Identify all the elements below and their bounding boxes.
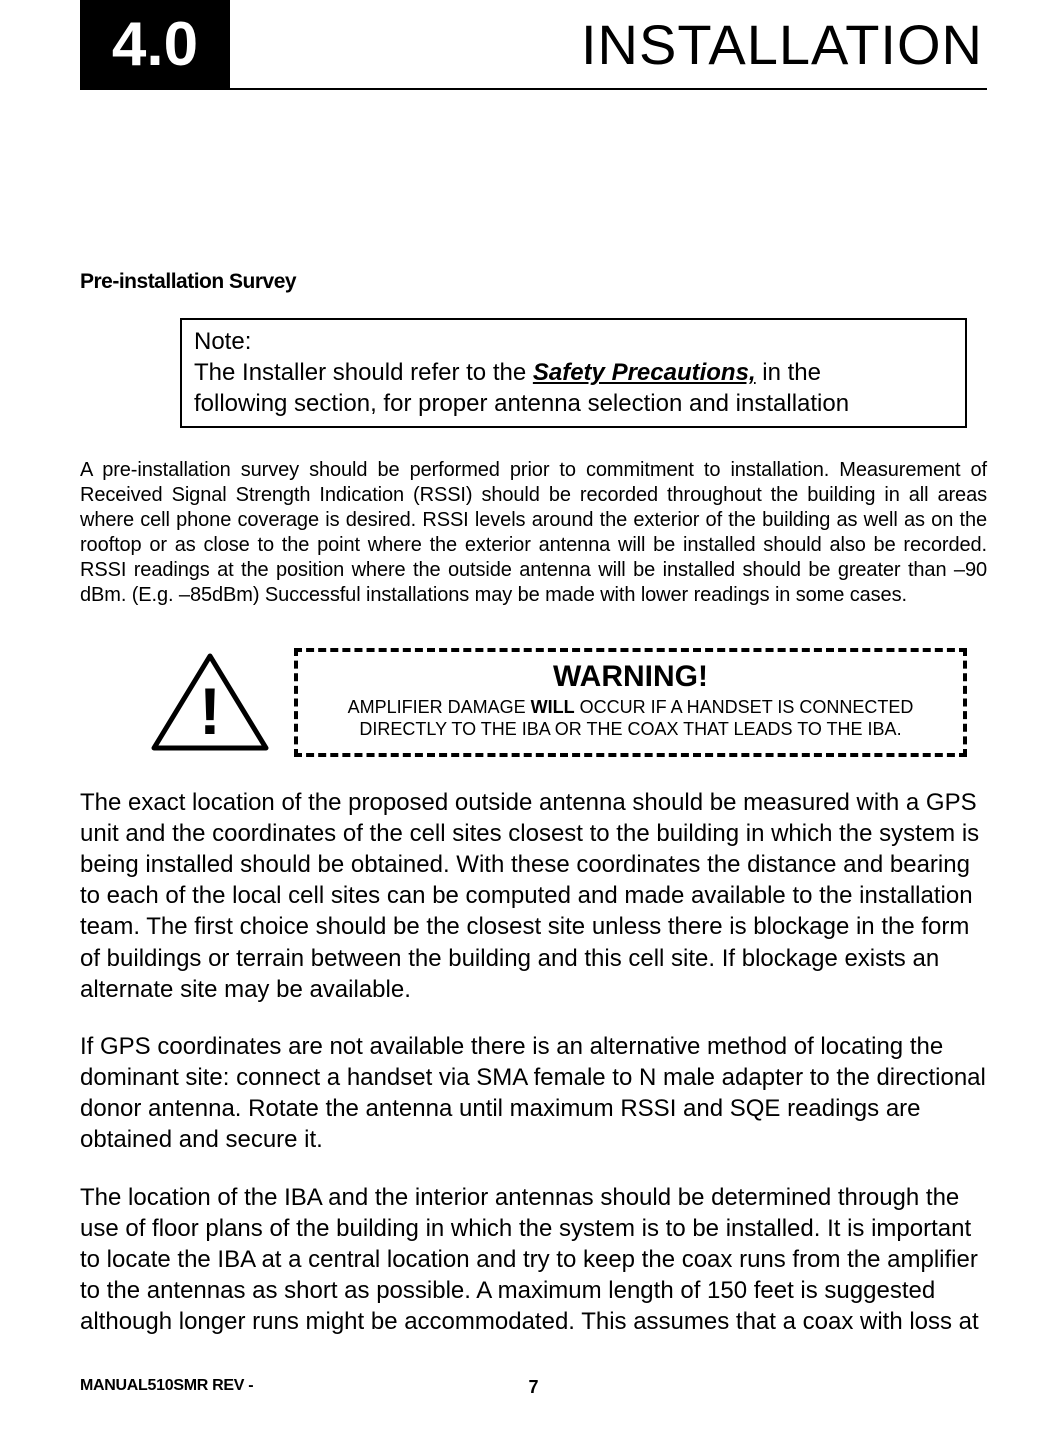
- warning-triangle-icon: !: [150, 652, 270, 752]
- body-paragraph-1: The exact location of the proposed outsi…: [80, 787, 987, 1005]
- chapter-header: 4.0 INSTALLATION: [80, 0, 987, 90]
- chapter-number-box: 4.0: [80, 0, 230, 89]
- note-box: Note: The Installer should refer to the …: [180, 318, 967, 428]
- warning-title: WARNING!: [314, 660, 947, 694]
- warning-body: AMPLIFIER DAMAGE WILL OCCUR IF A HANDSET…: [314, 696, 947, 741]
- chapter-number: 4.0: [112, 9, 198, 80]
- section-heading: Pre-installation Survey: [80, 270, 987, 294]
- note-text-before: The Installer should refer to the: [194, 359, 533, 386]
- page-footer: MANUAL510SMR REV - 7: [80, 1377, 987, 1395]
- chapter-title: INSTALLATION: [230, 12, 987, 77]
- svg-text:!: !: [199, 674, 221, 748]
- warning-body-before: AMPLIFIER DAMAGE: [348, 697, 531, 717]
- footer-page-number: 7: [80, 1377, 987, 1398]
- warning-box: WARNING! AMPLIFIER DAMAGE WILL OCCUR IF …: [294, 648, 967, 757]
- note-label: Note:: [194, 326, 953, 357]
- warning-body-bold: WILL: [531, 697, 575, 717]
- pre-install-paragraph: A pre-installation survey should be perf…: [80, 458, 987, 608]
- body-paragraph-3: The location of the IBA and the interior…: [80, 1182, 987, 1338]
- body-paragraph-2: If GPS coordinates are not available the…: [80, 1031, 987, 1156]
- note-text-after: in the: [756, 359, 821, 386]
- warning-block: ! WARNING! AMPLIFIER DAMAGE WILL OCCUR I…: [150, 648, 967, 757]
- safety-precautions-link: Safety Precautions,: [533, 359, 756, 386]
- note-line2: following section, for proper antenna se…: [194, 390, 849, 417]
